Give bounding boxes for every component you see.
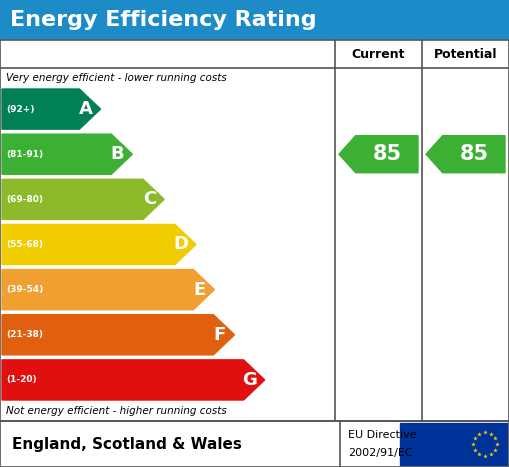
- Text: C: C: [143, 191, 156, 208]
- Text: (92+): (92+): [6, 105, 35, 113]
- Polygon shape: [2, 269, 214, 310]
- Text: G: G: [242, 371, 258, 389]
- Text: Current: Current: [352, 48, 405, 61]
- Text: 85: 85: [459, 144, 489, 164]
- Bar: [0, 40, 509, 68]
- Text: (21-38): (21-38): [6, 330, 43, 340]
- Text: (69-80): (69-80): [6, 195, 43, 204]
- Text: (1-20): (1-20): [6, 375, 37, 384]
- Text: (55-68): (55-68): [6, 240, 43, 249]
- Polygon shape: [2, 225, 196, 265]
- Bar: [0, 421, 509, 467]
- Text: F: F: [214, 326, 226, 344]
- Text: D: D: [174, 235, 189, 254]
- Bar: [0, 40, 509, 421]
- Text: Energy Efficiency Rating: Energy Efficiency Rating: [10, 10, 317, 30]
- Text: EU Directive: EU Directive: [348, 430, 417, 440]
- Polygon shape: [2, 134, 132, 174]
- Polygon shape: [2, 315, 235, 355]
- Text: (81-91): (81-91): [6, 150, 43, 159]
- Text: England, Scotland & Wales: England, Scotland & Wales: [12, 437, 242, 452]
- Text: Very energy efficient - lower running costs: Very energy efficient - lower running co…: [6, 73, 227, 83]
- Text: 2002/91/EC: 2002/91/EC: [348, 448, 413, 458]
- Text: (39-54): (39-54): [6, 285, 43, 294]
- Text: B: B: [111, 145, 124, 163]
- Polygon shape: [339, 136, 418, 173]
- Text: Potential: Potential: [434, 48, 497, 61]
- Polygon shape: [426, 136, 505, 173]
- Bar: [400, 423, 507, 465]
- Text: A: A: [79, 100, 93, 118]
- Polygon shape: [2, 89, 100, 129]
- Polygon shape: [2, 179, 164, 219]
- Bar: [0, 0, 509, 40]
- Text: E: E: [193, 281, 206, 298]
- Text: Not energy efficient - higher running costs: Not energy efficient - higher running co…: [6, 406, 227, 416]
- Polygon shape: [2, 360, 265, 400]
- Text: 85: 85: [372, 144, 402, 164]
